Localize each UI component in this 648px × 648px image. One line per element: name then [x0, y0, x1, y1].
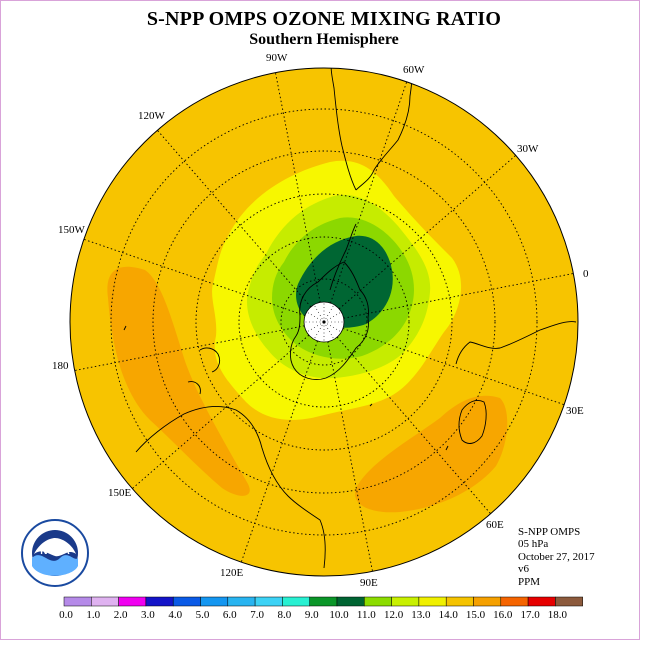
colorbar-cell	[282, 596, 310, 607]
colorbar-cell	[527, 596, 556, 607]
australia-coast	[135, 406, 326, 569]
longitude-label: 150E	[108, 487, 132, 499]
longitude-label: 180	[52, 360, 69, 372]
colorbar-cell	[118, 596, 147, 607]
colorbar-cell	[445, 596, 474, 607]
colorbar-tick-label: 1.0	[86, 609, 101, 621]
colorbar-cell	[500, 596, 529, 607]
colorbar-cell	[309, 596, 338, 607]
colorbar-cell	[555, 596, 583, 607]
colorbar-cell	[145, 596, 174, 607]
colorbar-tick-label: 17.0	[520, 609, 540, 621]
colorbar-cell	[418, 596, 447, 607]
ozone-high-region-west	[107, 266, 250, 496]
colorbar-tick-label: 18.0	[547, 609, 568, 621]
logo-gull	[34, 538, 76, 557]
colorbar-cell	[91, 596, 119, 607]
info-instrument: S-NPP OMPS	[518, 526, 581, 538]
madagascar-coast	[458, 399, 487, 444]
longitude-label: 30W	[517, 143, 539, 155]
new-zealand-coast	[187, 347, 221, 395]
logo-text: NOAA	[40, 546, 69, 557]
colorbar-tick-label: 5.0	[195, 609, 210, 621]
colorbar-tick-label: 7.0	[250, 609, 264, 621]
coastlines	[123, 68, 577, 569]
colorbar-tick-label: 11.0	[356, 609, 376, 621]
colorbar-tick-label: 2.0	[113, 609, 128, 621]
info-level: 05 hPa	[518, 538, 549, 551]
longitude-label: 60E	[486, 519, 504, 531]
longitude-label: 0	[583, 268, 589, 280]
map-info-block: S-NPP OMPS 05 hPa October 27, 2017 v6 PP…	[518, 526, 595, 588]
longitude-label: 120W	[138, 110, 165, 122]
colorbar-cells	[63, 596, 583, 607]
longitude-label: 150W	[58, 224, 85, 236]
colorbar-tick-label: 13.0	[411, 609, 431, 621]
longitude-label: 120E	[220, 567, 244, 579]
ozone-high-region-east	[355, 395, 508, 513]
map-boundary	[69, 67, 579, 577]
longitude-label: 60W	[403, 64, 425, 76]
antarctic-peninsula	[329, 223, 357, 291]
map-subtitle: Southern Hemisphere	[249, 31, 399, 48]
longitude-label: 90W	[266, 52, 288, 64]
colorbar-cell	[391, 596, 420, 607]
africa-coast	[455, 321, 577, 365]
south-america-coast	[330, 68, 415, 191]
colorbar-tick-label: 3.0	[141, 609, 155, 621]
longitude-label: 90E	[360, 577, 378, 589]
colorbar-cell	[63, 596, 92, 607]
colorbar-tick-label: 4.0	[168, 609, 183, 621]
map-title: S-NPP OMPS OZONE MIXING RATIO	[146, 8, 502, 30]
colorbar-cell	[200, 596, 229, 607]
longitude-label: 30E	[566, 405, 584, 417]
colorbar-tick-label: 16.0	[493, 609, 513, 621]
info-version: v6	[518, 563, 529, 576]
colorbar-tick-label: 9.0	[304, 609, 319, 621]
antarctica-coast	[289, 261, 369, 380]
colorbar-tick-label: 6.0	[222, 609, 237, 621]
colorbar-cell	[227, 596, 256, 607]
logo-wave	[32, 555, 78, 576]
colorbar-cell	[254, 596, 283, 607]
colorbar-cell	[336, 596, 365, 607]
colorbar-tick-label: 10.0	[329, 609, 349, 621]
colorbar-tick-label: 15.0	[465, 609, 486, 621]
south-pole-marker	[322, 320, 326, 324]
colorbar-tick-label: 12.0	[383, 609, 404, 621]
info-units: PPM	[518, 575, 541, 588]
info-date: October 27, 2017	[518, 550, 595, 563]
latitude-circles	[110, 108, 538, 536]
sub-antarctic-islands	[123, 325, 449, 451]
colorbar-cell	[172, 596, 201, 607]
colorbar-cell	[364, 596, 392, 607]
colorbar-tick-label: 14.0	[438, 609, 458, 621]
colorbar-tick-label: 0.0	[59, 609, 73, 621]
noaa-logo: NOAA	[21, 519, 89, 587]
plot-frame	[0, 0, 640, 640]
colorbar-cell	[473, 596, 502, 607]
colorbar-tick-label: 8.0	[277, 609, 292, 621]
